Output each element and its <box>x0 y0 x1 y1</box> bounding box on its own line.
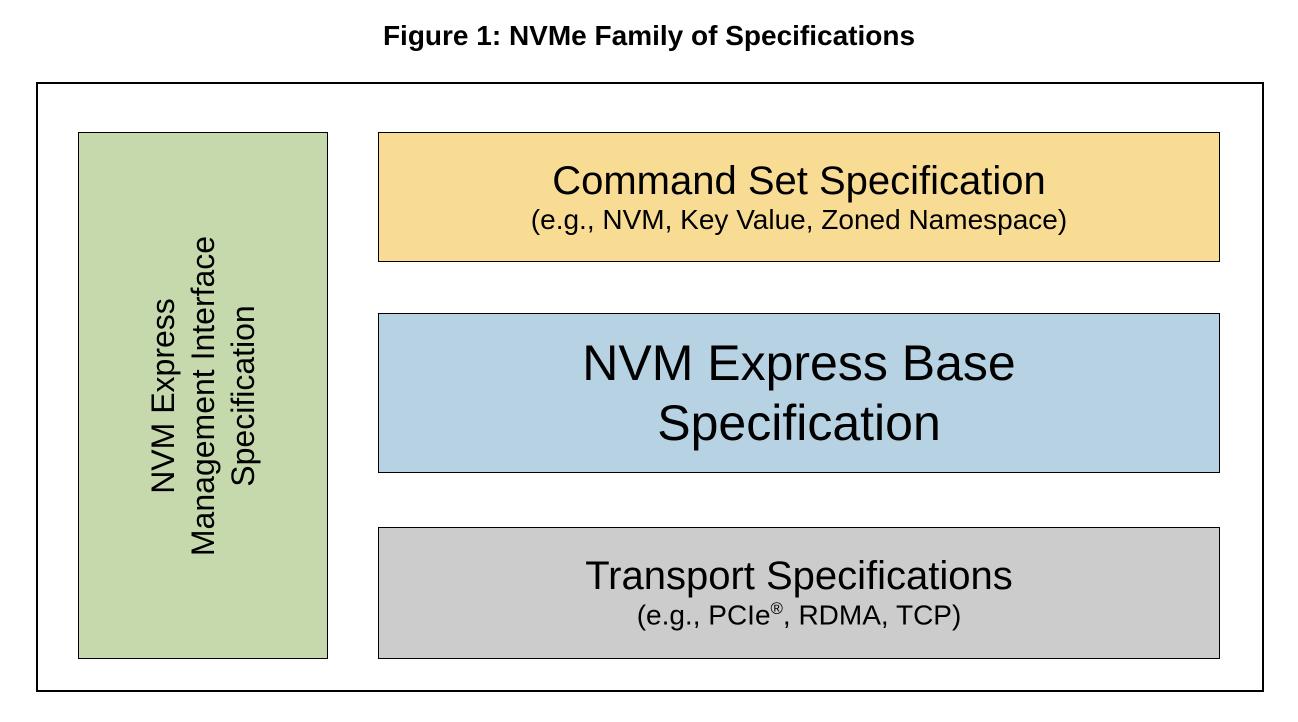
transport-sub-suffix: , RDMA, TCP) <box>783 600 961 631</box>
transport-title: Transport Specifications <box>585 554 1013 599</box>
figure-title: Figure 1: NVMe Family of Specifications <box>0 20 1298 52</box>
figure-page: Figure 1: NVMe Family of Specifications … <box>0 0 1298 722</box>
mgmt-line1: NVM Express <box>143 235 183 555</box>
command-set-block: Command Set Specification (e.g., NVM, Ke… <box>378 132 1220 262</box>
base-spec-line1: NVM Express Base <box>582 333 1015 393</box>
transport-block: Transport Specifications (e.g., PCIe®, R… <box>378 527 1220 659</box>
registered-icon: ® <box>771 599 783 618</box>
transport-sub-prefix: (e.g., PCIe <box>637 600 771 631</box>
base-spec-line2: Specification <box>657 393 941 453</box>
mgmt-line3: Specification <box>223 235 263 555</box>
mgmt-interface-block: NVM Express Management Interface Specifi… <box>78 132 328 659</box>
command-set-title: Command Set Specification <box>552 159 1046 204</box>
mgmt-interface-text: NVM Express Management Interface Specifi… <box>143 235 263 555</box>
mgmt-line2: Management Interface <box>183 235 223 555</box>
transport-subtitle: (e.g., PCIe®, RDMA, TCP) <box>637 599 962 631</box>
command-set-subtitle: (e.g., NVM, Key Value, Zoned Namespace) <box>531 204 1067 236</box>
base-spec-block: NVM Express Base Specification <box>378 313 1220 473</box>
